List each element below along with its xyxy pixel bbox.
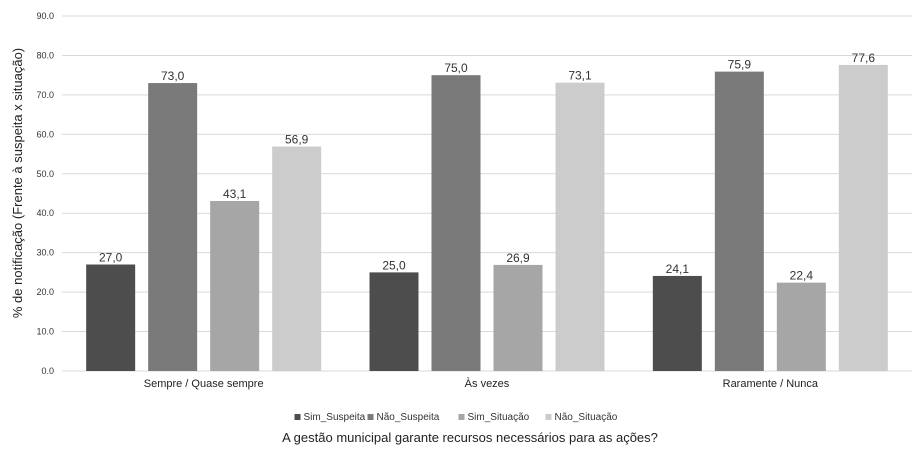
data-label: 24,1 [666, 262, 690, 276]
y-tick-label: 0.0 [41, 366, 54, 376]
y-tick-label: 90.0 [36, 11, 54, 21]
y-tick-label: 50.0 [36, 169, 54, 179]
legend: Sim_Suspeita Não_Suspeita Sim_Situação Não_… [294, 412, 618, 423]
data-labels: 27,0 73,0 43,1 56,9 25,0 75,0 26,9 73,1 24,1 75,9… [99, 51, 875, 283]
y-axis-label: % de notificação (Frente à suspeita x si… [10, 48, 25, 318]
legend-entry: Sim_Suspeita [304, 412, 366, 423]
data-label: 27,0 [99, 251, 123, 265]
y-tick-label: 70.0 [36, 90, 54, 100]
data-label: 73,0 [161, 69, 185, 83]
category-label: Às vezes [465, 377, 510, 390]
category-label: Sempre / Quase sempre [144, 378, 264, 390]
legend-swatch [545, 414, 552, 420]
gridlines [62, 15, 912, 372]
y-tick-label: 20.0 [36, 287, 54, 297]
bar [493, 264, 543, 371]
y-tick-label: 40.0 [36, 208, 54, 218]
bar [776, 282, 826, 371]
bars [86, 64, 888, 372]
legend-entry: Não_Situação [555, 412, 618, 423]
legend-swatch [458, 414, 465, 420]
bar [555, 82, 605, 372]
legend-swatch [294, 414, 301, 420]
bar [86, 264, 136, 371]
data-label: 75,0 [444, 61, 468, 75]
bar [652, 275, 702, 371]
y-tick-label: 80.0 [36, 50, 54, 60]
data-label: 73,1 [568, 69, 592, 83]
bar [431, 75, 481, 372]
data-label: 25,0 [382, 258, 406, 272]
bar [369, 272, 419, 371]
bar [838, 64, 888, 372]
bar [210, 200, 260, 371]
x-axis-label: A gestão municipal garante recursos nece… [282, 430, 658, 445]
data-label: 75,9 [728, 58, 752, 72]
data-label: 77,6 [852, 51, 876, 65]
legend-entry: Sim_Situação [468, 412, 530, 423]
data-label: 43,1 [223, 187, 247, 201]
x-axis-categories: Sempre / Quase sempre Às vezes Raramente /… [144, 377, 819, 390]
y-tick-label: 60.0 [36, 129, 54, 139]
data-label: 26,9 [506, 251, 530, 265]
legend-swatch [367, 414, 374, 420]
y-axis-ticks: 0.0 10.0 20.0 30.0 40.0 50.0 60.0 70.0 80.0 90.0 [36, 11, 54, 376]
data-label: 22,4 [790, 269, 814, 283]
y-tick-label: 10.0 [36, 327, 54, 337]
bar [148, 83, 198, 372]
category-label: Raramente / Nunca [723, 378, 819, 390]
legend-entry: Não_Suspeita [377, 412, 440, 423]
data-label: 56,9 [285, 133, 309, 147]
bar [272, 146, 322, 371]
y-tick-label: 30.0 [36, 248, 54, 258]
bar [714, 71, 764, 371]
